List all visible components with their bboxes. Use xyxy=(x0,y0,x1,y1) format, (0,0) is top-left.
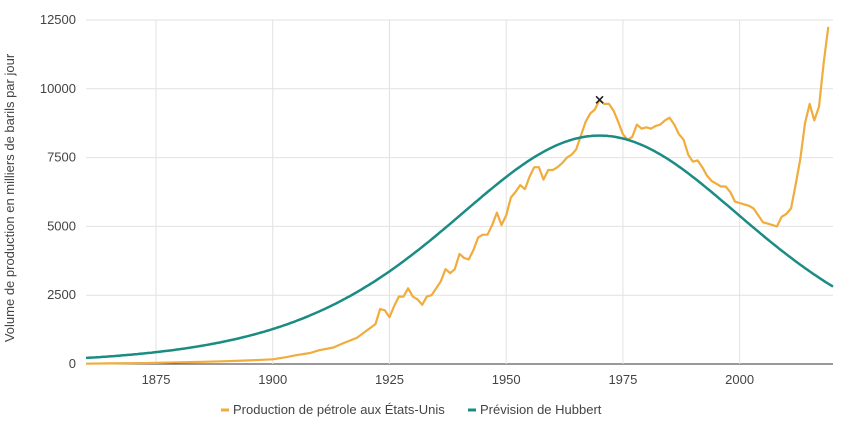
series-line-1 xyxy=(85,134,834,360)
legend-item-0: Production de pétrole aux États-Unis xyxy=(221,402,445,417)
series-line-0 xyxy=(85,26,830,365)
y-tick-label: 7500 xyxy=(47,150,76,165)
x-axis-ticks: 1875 1900 1925 1950 1975 2000 xyxy=(142,372,755,387)
y-axis-title: Volume de production en milliers de bari… xyxy=(2,53,17,342)
x-tick-label: 2000 xyxy=(725,372,754,387)
legend: Production de pétrole aux États-Unis Prév… xyxy=(221,402,602,417)
y-tick-label: 5000 xyxy=(47,218,76,233)
x-tick-label: 1875 xyxy=(142,372,171,387)
y-tick-label: 12500 xyxy=(40,12,76,27)
legend-item-1: Prévision de Hubbert xyxy=(468,402,602,417)
x-tick-label: 1950 xyxy=(492,372,521,387)
annotation-layer xyxy=(595,95,604,104)
y-tick-label: 2500 xyxy=(47,287,76,302)
y-tick-label: 10000 xyxy=(40,81,76,96)
x-tick-label: 1900 xyxy=(258,372,287,387)
grid-lines xyxy=(86,19,833,365)
series-layer xyxy=(85,26,834,365)
y-tick-label: 0 xyxy=(69,356,76,371)
legend-label-1: Prévision de Hubbert xyxy=(480,402,602,417)
x-tick-label: 1975 xyxy=(608,372,637,387)
y-axis-ticks: 0 2500 5000 7500 10000 12500 xyxy=(40,12,76,371)
peak-marker xyxy=(595,95,604,104)
x-tick-label: 1925 xyxy=(375,372,404,387)
legend-label-0: Production de pétrole aux États-Unis xyxy=(233,402,445,417)
